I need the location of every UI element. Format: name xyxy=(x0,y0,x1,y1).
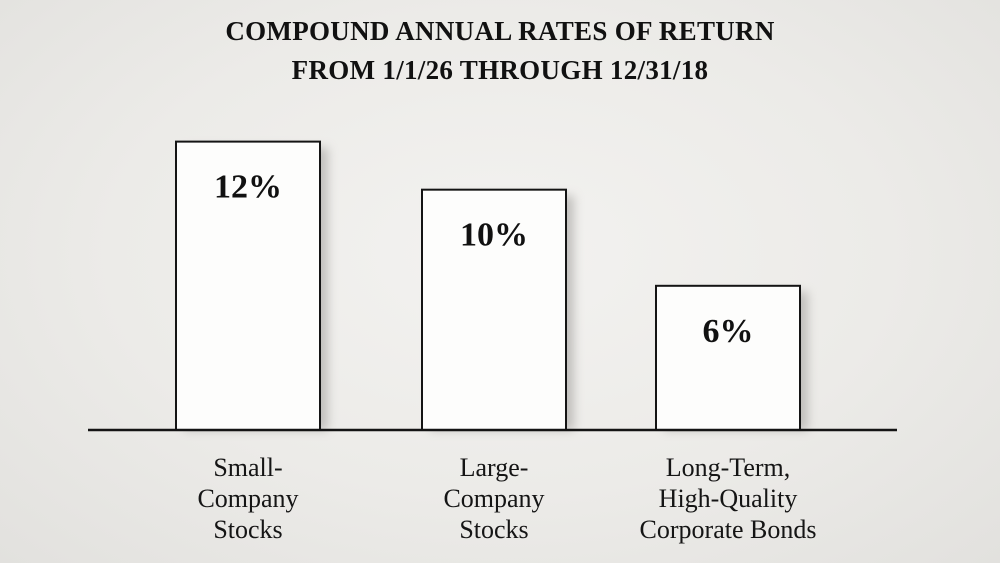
chart-title: COMPOUND ANNUAL RATES OF RETURN xyxy=(225,16,775,46)
category-label-2-line-1: Large- xyxy=(460,453,529,482)
category-label-1-line-1: Small- xyxy=(213,453,282,482)
category-labels: Small-CompanyStocksLarge-CompanyStocksLo… xyxy=(197,453,816,544)
category-label-1-line-3: Stocks xyxy=(213,515,282,544)
category-label-2-line-2: Company xyxy=(443,484,544,513)
category-label-3-line-3: Corporate Bonds xyxy=(640,515,817,544)
bars xyxy=(175,140,801,431)
value-labels: 12% 10% 6% xyxy=(214,169,754,350)
bar-1 xyxy=(175,140,321,431)
category-label-1-line-2: Company xyxy=(197,484,298,513)
value-label-1: 12% xyxy=(214,169,282,206)
bar-2 xyxy=(421,188,567,431)
value-label-2: 10% xyxy=(460,217,528,254)
category-label-2-line-3: Stocks xyxy=(459,515,528,544)
category-label-3-line-1: Long-Term, xyxy=(666,453,791,482)
value-label-3: 6% xyxy=(703,313,754,350)
bar-3 xyxy=(655,284,801,431)
chart-subtitle: FROM 1/1/26 THROUGH 12/31/18 xyxy=(291,55,709,85)
category-label-3-line-2: High-Quality xyxy=(659,484,798,513)
